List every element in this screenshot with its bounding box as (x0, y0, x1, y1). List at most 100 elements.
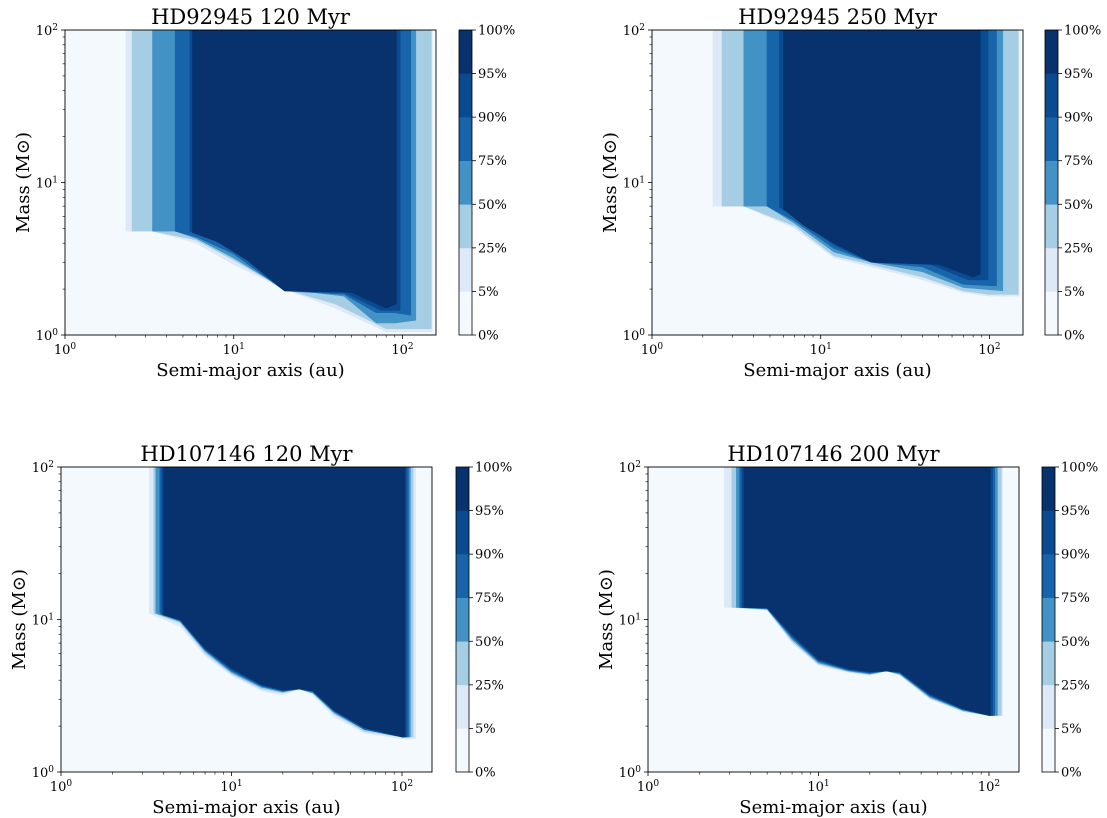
panel-1: 100 101 102 100 101 102 HD92945 120 Myr Semi-ma… (13, 5, 515, 381)
x-tick-label: 100 (637, 779, 660, 795)
contour-level-95pct (743, 467, 991, 716)
colorbar-tick-label: 100% (1064, 24, 1101, 39)
colorbar: 0% 5% 25% 50% 75% 90% 95% 100% (1041, 461, 1098, 781)
colorbar-segment (459, 291, 472, 336)
y-tick-label: 100 (619, 765, 642, 781)
colorbar-segment (456, 684, 469, 729)
colorbar-segment (1045, 73, 1058, 118)
x-tick-label: 102 (391, 779, 413, 795)
x-tick-label: 101 (810, 342, 832, 358)
colorbar-segment (456, 641, 469, 686)
colorbar-frame (458, 29, 473, 336)
y-tick-label: 101 (36, 176, 58, 192)
colorbar-tick-label: 95% (478, 67, 507, 82)
colorbar-tick-label: 0% (475, 766, 496, 781)
colorbar-segment (459, 160, 472, 205)
x-tick-label: 102 (978, 342, 1000, 358)
x-tick-label: 101 (223, 342, 245, 358)
colorbar-segment (1042, 554, 1055, 599)
chart-title: HD107146 200 Myr (727, 442, 940, 466)
colorbar-tick-label: 0% (1061, 766, 1082, 781)
colorbar: 0% 5% 25% 50% 75% 90% 95% 100% (455, 461, 512, 781)
colorbar-frame (1044, 29, 1059, 336)
colorbar-tick-label: 75% (1061, 591, 1090, 606)
colorbar-segment (1045, 117, 1058, 162)
x-tick-label: 102 (391, 342, 413, 358)
y-axis-label: Mass (M⊙) (600, 132, 621, 233)
colorbar-segment (459, 204, 472, 249)
colorbar-segment (456, 728, 469, 773)
y-tick-label: 101 (619, 613, 641, 629)
colorbar-segment (459, 247, 472, 292)
contour-level-95pct (163, 467, 406, 738)
x-tick-label: 102 (978, 779, 1000, 795)
colorbar-tick-label: 5% (478, 285, 499, 300)
colorbar-segment (1045, 204, 1058, 249)
colorbar-segment (1042, 510, 1055, 555)
y-tick-label: 102 (32, 460, 54, 476)
x-axis-label: Semi-major axis (au) (739, 797, 927, 818)
x-axis-label: Semi-major axis (au) (156, 360, 344, 381)
chart-title: HD92945 120 Myr (151, 5, 351, 29)
colorbar-tick-label: 100% (475, 461, 512, 476)
x-tick-label: 100 (50, 779, 73, 795)
colorbar-segment (1045, 30, 1058, 74)
colorbar-segment (1042, 467, 1055, 511)
chart-title: HD92945 250 Myr (738, 5, 938, 29)
colorbar-tick-label: 50% (475, 635, 504, 650)
panel-4: 100 101 102 100 101 102 HD107146 200 Myr Semi-m… (596, 442, 1098, 818)
colorbar-tick-label: 50% (1061, 635, 1090, 650)
colorbar-tick-label: 25% (1064, 241, 1093, 256)
y-tick-label: 101 (32, 613, 54, 629)
colorbar-tick-label: 75% (478, 154, 507, 169)
y-tick-label: 102 (619, 460, 641, 476)
colorbar-tick-label: 5% (1064, 285, 1085, 300)
colorbar-segment (1042, 728, 1055, 773)
y-tick-label: 100 (36, 328, 59, 344)
colorbar-tick-label: 0% (478, 329, 499, 344)
colorbar-tick-label: 95% (475, 504, 504, 519)
x-tick-label: 100 (54, 342, 77, 358)
colorbar-segment (456, 554, 469, 599)
colorbar-segment (459, 117, 472, 162)
colorbar-segment (456, 597, 469, 642)
colorbar-segment (1042, 684, 1055, 729)
colorbar-tick-label: 25% (475, 678, 504, 693)
y-axis-label: Mass (M⊙) (9, 569, 30, 670)
colorbar-tick-label: 5% (1061, 722, 1082, 737)
x-axis-label: Semi-major axis (au) (152, 797, 340, 818)
colorbar-tick-label: 50% (478, 198, 507, 213)
colorbar: 0% 5% 25% 50% 75% 90% 95% 100% (1044, 24, 1101, 344)
x-tick-label: 101 (807, 779, 829, 795)
colorbar-segment (1042, 597, 1055, 642)
colorbar-frame (1041, 466, 1056, 773)
y-tick-label: 102 (36, 23, 58, 39)
colorbar: 0% 5% 25% 50% 75% 90% 95% 100% (458, 24, 515, 344)
colorbar-tick-label: 25% (1061, 678, 1090, 693)
colorbar-tick-label: 95% (1064, 67, 1093, 82)
y-axis-label: Mass (M⊙) (13, 132, 34, 233)
y-tick-label: 101 (623, 176, 645, 192)
colorbar-segment (1045, 291, 1058, 336)
colorbar-tick-label: 90% (1061, 548, 1090, 563)
y-tick-label: 100 (32, 765, 55, 781)
colorbar-tick-label: 5% (475, 722, 496, 737)
y-axis-label: Mass (M⊙) (596, 569, 617, 670)
contour-level-95pct (783, 30, 981, 278)
chart-title: HD107146 120 Myr (140, 442, 353, 466)
colorbar-tick-label: 100% (478, 24, 515, 39)
panel-3: 100 101 102 100 101 102 HD107146 120 Myr Semi-m… (9, 442, 512, 818)
colorbar-segment (1042, 641, 1055, 686)
x-tick-label: 100 (641, 342, 664, 358)
colorbar-segment (459, 30, 472, 74)
colorbar-segment (1045, 160, 1058, 205)
colorbar-tick-label: 50% (1064, 198, 1093, 213)
contour-level-95pct (192, 30, 397, 309)
colorbar-tick-label: 0% (1064, 329, 1085, 344)
y-tick-label: 100 (623, 328, 646, 344)
colorbar-frame (455, 466, 470, 773)
colorbar-segment (456, 467, 469, 511)
x-axis-label: Semi-major axis (au) (743, 360, 931, 381)
colorbar-tick-label: 75% (1064, 154, 1093, 169)
